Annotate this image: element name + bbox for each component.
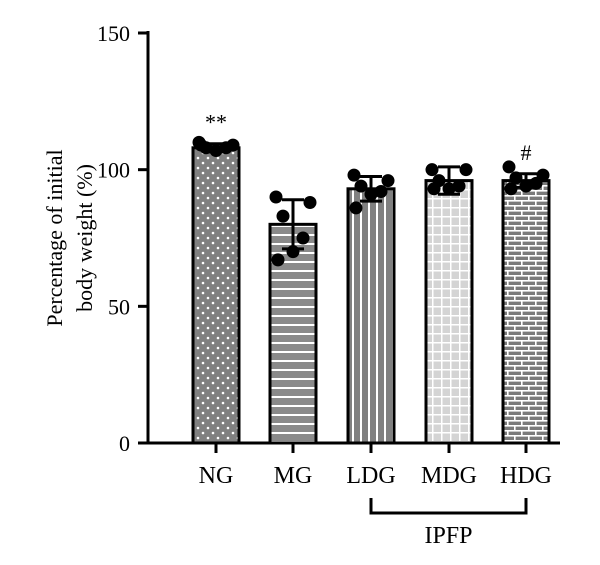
data-point-mg bbox=[286, 245, 300, 259]
y-tick-label: 0 bbox=[119, 431, 130, 456]
data-point-ng bbox=[194, 138, 208, 152]
data-point-mg bbox=[271, 253, 285, 267]
data-point-hdg bbox=[519, 179, 533, 193]
data-point-mdg bbox=[459, 163, 473, 177]
significance-marker-ng: ** bbox=[205, 110, 227, 135]
data-point-hdg bbox=[504, 182, 518, 196]
y-axis-label: Percentage of initial body weight (%) bbox=[42, 149, 97, 326]
group-bracket-line bbox=[369, 498, 528, 515]
y-tick-label: 100 bbox=[97, 158, 130, 183]
data-point-mdg bbox=[452, 179, 466, 193]
bar-ldg bbox=[346, 187, 396, 445]
bar-mdg bbox=[424, 179, 474, 445]
data-point-mg bbox=[303, 195, 317, 209]
x-tick-label-mg: MG bbox=[274, 463, 313, 489]
y-axis-title-line: body weight (%) bbox=[72, 164, 97, 312]
axes: 0 50 100 150 NG MG LDG MDG HDG bbox=[97, 21, 560, 489]
bar-ng bbox=[191, 146, 241, 445]
y-tick-label: 150 bbox=[97, 21, 130, 46]
data-point-ldg bbox=[354, 179, 368, 193]
group-bracket: IPFP bbox=[369, 498, 528, 549]
data-point-ldg bbox=[347, 168, 361, 182]
y-tick-label: 50 bbox=[108, 294, 130, 319]
data-point-ldg bbox=[381, 174, 395, 188]
data-point-hdg bbox=[509, 171, 523, 185]
data-point-mdg bbox=[425, 163, 439, 177]
data-point-ng bbox=[209, 144, 223, 158]
significance-annotations: ** # bbox=[205, 110, 532, 165]
x-tick-label-ng: NG bbox=[199, 463, 234, 489]
data-point-mg bbox=[276, 209, 290, 223]
y-axis-title-line: Percentage of initial bbox=[42, 149, 67, 326]
data-points bbox=[192, 135, 550, 267]
data-point-mdg bbox=[427, 182, 441, 196]
data-point-mg bbox=[269, 190, 283, 204]
data-point-mg bbox=[296, 231, 310, 245]
data-point-hdg bbox=[529, 176, 543, 190]
group-label: IPFP bbox=[424, 523, 472, 549]
x-tick-label-ldg: LDG bbox=[346, 463, 395, 489]
data-point-ldg bbox=[374, 185, 388, 199]
significance-marker-hdg: # bbox=[521, 140, 532, 165]
bar-hdg bbox=[501, 179, 551, 445]
x-tick-label-mdg: MDG bbox=[421, 463, 477, 489]
data-point-ng bbox=[219, 141, 233, 155]
data-point-hdg bbox=[502, 160, 516, 174]
y-axis-title: Percentage of initial body weight (%) bbox=[42, 149, 97, 326]
data-point-ldg bbox=[364, 187, 378, 201]
x-tick-label-hdg: HDG bbox=[500, 463, 552, 489]
data-point-mdg bbox=[442, 182, 456, 196]
data-point-ldg bbox=[349, 201, 363, 215]
